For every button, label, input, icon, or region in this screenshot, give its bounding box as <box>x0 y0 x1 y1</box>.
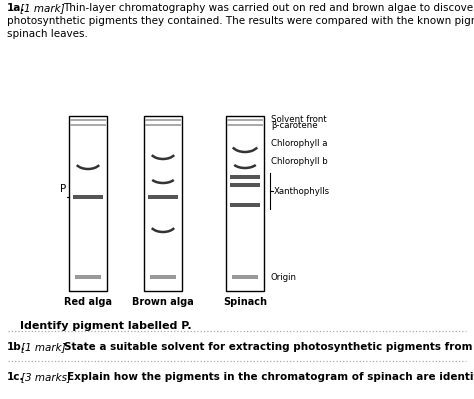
Bar <box>69 116 107 291</box>
Text: State a suitable solvent for extracting photosynthetic pigments from plant tissu: State a suitable solvent for extracting … <box>64 342 474 352</box>
Text: 1b.: 1b. <box>7 342 26 352</box>
Bar <box>230 203 260 207</box>
Text: [1 mark]: [1 mark] <box>20 3 64 13</box>
Text: P: P <box>60 184 66 194</box>
Bar <box>227 124 263 126</box>
Text: Brown alga: Brown alga <box>132 297 194 307</box>
Text: Solvent front: Solvent front <box>271 115 327 124</box>
Text: photosynthetic pigments they contained. The results were compared with the known: photosynthetic pigments they contained. … <box>7 16 474 26</box>
Text: Spinach: Spinach <box>223 297 267 307</box>
Text: spinach leaves.: spinach leaves. <box>7 29 88 39</box>
Bar <box>230 183 260 187</box>
Bar <box>73 195 103 199</box>
Bar <box>145 124 181 126</box>
Bar <box>148 195 178 199</box>
Bar <box>75 275 101 279</box>
Bar <box>144 116 182 291</box>
Text: β-carotene: β-carotene <box>271 120 318 130</box>
Text: Explain how the pigments in the chromatogram of spinach are identified.: Explain how the pigments in the chromato… <box>67 372 474 382</box>
Text: Xanthophylls: Xanthophylls <box>274 186 330 196</box>
Bar <box>226 116 264 291</box>
Text: Chlorophyll b: Chlorophyll b <box>271 156 328 166</box>
Bar <box>232 275 258 279</box>
Bar <box>145 119 181 121</box>
Text: 1a.: 1a. <box>7 3 26 13</box>
Text: 1c.: 1c. <box>7 372 25 382</box>
Text: Red alga: Red alga <box>64 297 112 307</box>
Text: Thin-layer chromatography was carried out on red and brown algae to discover wha: Thin-layer chromatography was carried ou… <box>63 3 474 13</box>
Text: Identify pigment labelled P.: Identify pigment labelled P. <box>20 321 191 331</box>
Text: Origin: Origin <box>271 273 297 282</box>
Text: [1 mark]: [1 mark] <box>21 342 65 352</box>
Bar <box>70 124 106 126</box>
Text: [3 marks]: [3 marks] <box>21 372 71 382</box>
Bar <box>227 119 263 121</box>
Bar <box>230 175 260 179</box>
Bar <box>70 119 106 121</box>
Bar <box>150 275 176 279</box>
Text: Chlorophyll a: Chlorophyll a <box>271 138 328 148</box>
